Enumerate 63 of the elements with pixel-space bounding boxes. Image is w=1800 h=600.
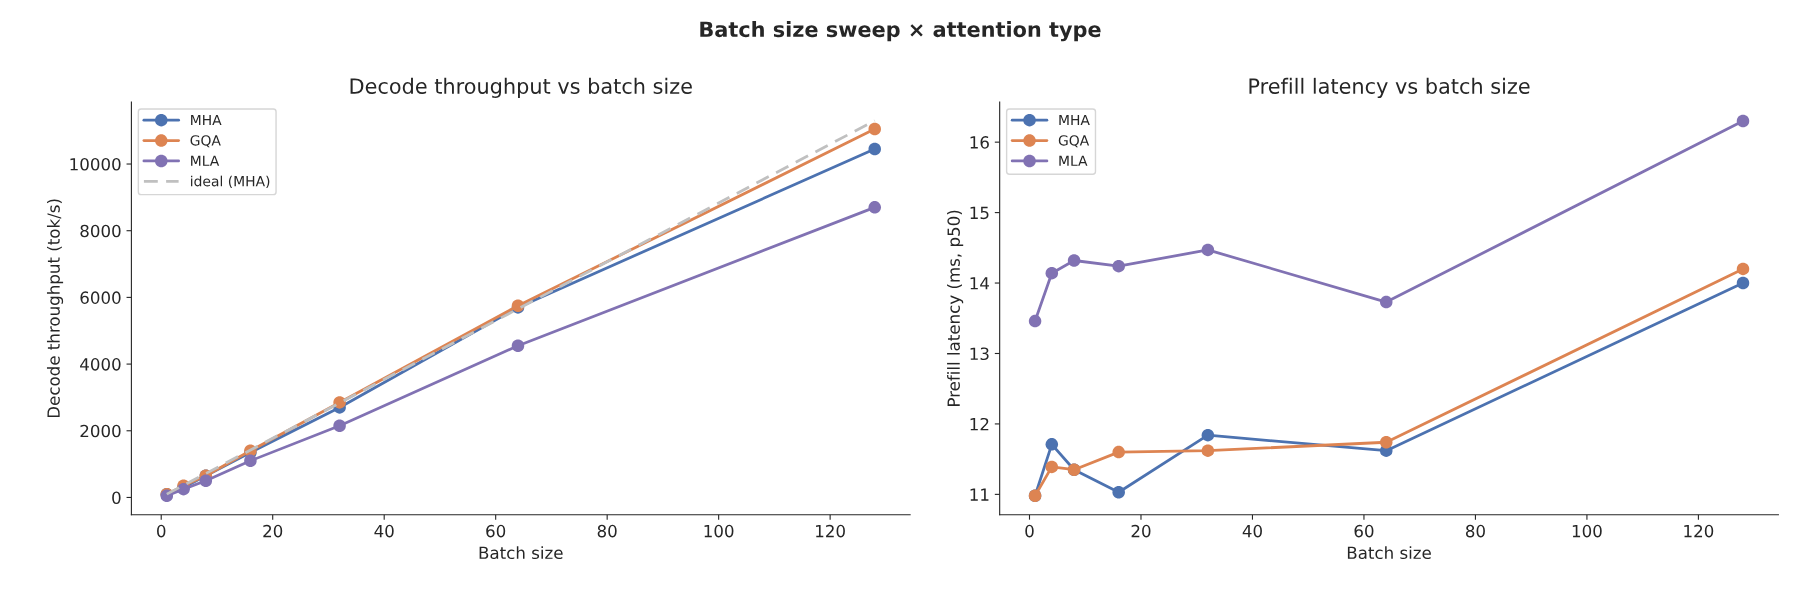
legend-label: GQA: [1058, 135, 1090, 148]
point: [1112, 259, 1125, 273]
x-tick-label: 20: [1131, 524, 1151, 538]
point: [1028, 314, 1042, 328]
legend-label: MHA: [191, 114, 222, 126]
x-tick-label: 40: [374, 524, 394, 538]
point: [199, 474, 213, 488]
point: [1112, 486, 1125, 499]
y-tick-label: 10000: [70, 157, 121, 171]
x-tick-label: 120: [1684, 524, 1714, 538]
x-tick-label: 80: [597, 524, 617, 538]
x-tick-label: 60: [1354, 524, 1374, 538]
x-tick-label: 0: [1025, 524, 1034, 538]
legend-label: ideal (MHA): [191, 175, 270, 189]
y-tick-label: 4000: [80, 358, 121, 371]
y-tick-label: 2000: [80, 424, 121, 438]
legend-label: MLA: [191, 155, 220, 166]
point: [1045, 266, 1059, 280]
text: Batch size sweep × attention type: [700, 21, 1101, 42]
y-tick-label: 8000: [80, 224, 121, 238]
x-tick-label: 100: [704, 524, 734, 538]
y-tick-label: 6000: [80, 291, 121, 304]
y-tick-label: 15: [970, 206, 989, 220]
point: [1201, 243, 1215, 257]
x-tick-label: 100: [1572, 524, 1602, 538]
point: [244, 454, 257, 468]
y-tick-label: 11: [970, 488, 989, 501]
point: [868, 201, 881, 214]
point: [1736, 262, 1750, 276]
x-axis-title: Batch size: [479, 546, 563, 560]
point: [1045, 460, 1059, 474]
y-tick-label: 0: [112, 491, 121, 505]
legend-label: MLA: [1059, 155, 1088, 166]
point: [1201, 444, 1215, 457]
x-tick-label: 60: [486, 524, 506, 538]
y-axis-title: Prefill latency (ms, p50): [947, 210, 964, 406]
point: [511, 339, 525, 352]
point: [1067, 254, 1081, 267]
y-axis-title: Decode throughput (tok/s): [46, 199, 64, 418]
x-tick-label: 20: [263, 524, 283, 538]
y-tick-label: 13: [970, 347, 989, 361]
chart-title: Decode throughput vs batch size: [350, 77, 692, 98]
point: [1112, 445, 1125, 459]
legend-label: GQA: [190, 135, 221, 148]
point: [1380, 435, 1393, 449]
point: [1201, 428, 1215, 442]
point: [1736, 276, 1750, 290]
point: [1380, 295, 1393, 309]
point: [333, 419, 346, 433]
chart-title: Prefill latency vs batch size: [1249, 77, 1530, 98]
y-tick-label: 16: [970, 136, 989, 149]
y-tick-label: 14: [970, 277, 990, 290]
x-tick-label: 120: [816, 524, 845, 538]
y-tick-label: 12: [970, 417, 989, 431]
legend-label: MHA: [1059, 114, 1090, 126]
point: [1045, 438, 1059, 451]
point: [1736, 114, 1750, 128]
x-tick-label: 80: [1465, 524, 1485, 538]
point: [868, 122, 881, 136]
x-tick-label: 0: [157, 524, 166, 538]
x-tick-label: 40: [1242, 524, 1262, 538]
x-axis-title: Batch size: [1347, 546, 1431, 560]
point: [868, 142, 881, 156]
